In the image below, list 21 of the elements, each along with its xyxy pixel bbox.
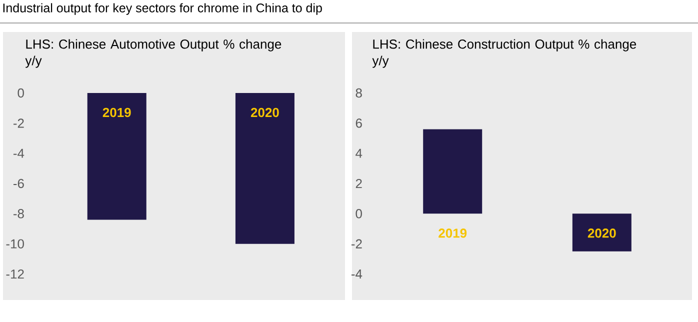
y-tick-label: -4 (351, 270, 362, 278)
y-axis-title: LHS: Chinese Construction Output % change y/y (372, 39, 636, 68)
y-tick-label: 4 (356, 148, 362, 158)
y-tick-label: -12 (6, 269, 24, 279)
x-tick-label: 2019 (102, 108, 131, 118)
x-tick-label: 2020 (588, 228, 616, 238)
y-axis-title: LHS: Chinese Automotive Output % change y/y (25, 39, 282, 68)
x-tick-label: 2019 (438, 228, 467, 238)
y-tick-label: 6 (356, 118, 362, 128)
y-tick-label: 8 (356, 88, 362, 98)
y-tick-label: 2 (356, 178, 362, 188)
chart-title: Industrial output for key sectors for chrome in China to dip (3, 3, 322, 15)
y-tick-label: -10 (6, 239, 24, 248)
y-tick-label: -6 (13, 178, 24, 188)
x-tick-label: 2020 (250, 108, 279, 118)
y-tick-label: 0 (356, 209, 362, 218)
y-tick-label: -8 (13, 209, 24, 218)
y-tick-label: -2 (351, 239, 362, 248)
y-tick-label: -2 (13, 118, 24, 128)
y-tick-label: 0 (18, 88, 24, 98)
y-tick-label: -4 (13, 148, 24, 158)
